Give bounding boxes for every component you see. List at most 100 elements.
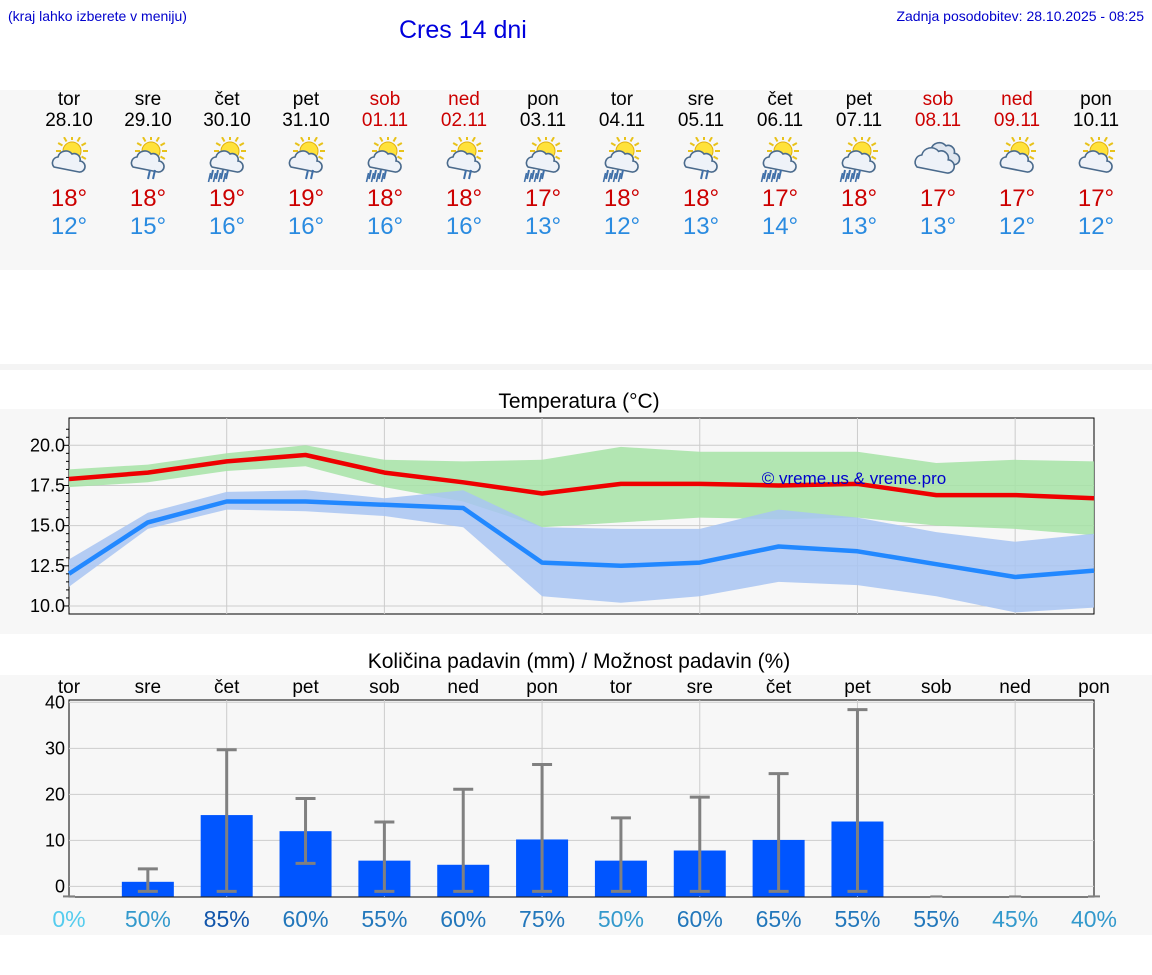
day-name: pet	[845, 89, 873, 110]
precipitation-probability: 75%	[519, 906, 565, 932]
min-temperature: 13°	[840, 213, 878, 240]
day-column: sob 08.11 17° 13°	[898, 90, 978, 241]
day-date: 31.10	[282, 110, 330, 131]
precipitation-probability: 60%	[440, 906, 486, 932]
sun-cloud-icon	[999, 137, 1036, 173]
min-temperature-range	[69, 490, 1094, 613]
day-date: 03.11	[519, 110, 567, 131]
min-temperature: 16°	[366, 213, 404, 240]
max-temperature: 18°	[682, 185, 720, 212]
precipitation-probability: 0%	[52, 906, 85, 932]
day-name: sob	[369, 89, 401, 110]
y-tick-label: 40	[45, 692, 65, 712]
min-temperature: 13°	[919, 213, 957, 240]
sun-cloud-light-rain-icon	[683, 137, 720, 180]
precipitation-day-label: pet	[844, 677, 871, 698]
temperature-chart-title: Temperatura (°C)	[498, 390, 659, 413]
day-name: sre	[134, 89, 162, 110]
y-tick-label: 10	[45, 830, 65, 850]
precipitation-probability: 50%	[125, 906, 171, 932]
day-date: 01.11	[361, 110, 409, 131]
sun-cloud-rain-icon	[207, 137, 246, 183]
day-date: 28.10	[45, 110, 93, 131]
min-temperature: 13°	[682, 213, 720, 240]
y-tick-label: 10.0	[30, 596, 65, 616]
cloudy-icon	[914, 141, 961, 174]
day-date: 05.11	[677, 110, 725, 131]
precipitation-probability: 55%	[913, 906, 959, 932]
min-temperature: 12°	[1077, 213, 1115, 240]
day-name: pon	[1080, 89, 1112, 110]
day-name: sre	[687, 89, 715, 110]
sun-cloud-rain-icon	[365, 137, 404, 183]
min-temperature: 13°	[524, 213, 562, 240]
day-column: čet 06.11 17° 14°	[740, 90, 820, 241]
y-tick-label: 15.0	[30, 516, 65, 536]
last-update: Zadnja posodobitev: 28.10.2025 - 08:25	[896, 8, 1144, 24]
precipitation-probability: 85%	[204, 906, 250, 932]
max-temperature: 18°	[366, 185, 404, 212]
sun-cloud-light-rain-icon	[288, 137, 325, 180]
precipitation-probability: 45%	[992, 906, 1038, 932]
y-tick-label: 20.0	[30, 435, 65, 455]
day-column: ned 02.11 18° 16°	[424, 90, 504, 241]
day-column: čet 30.10 19° 16°	[187, 90, 267, 241]
max-temperature: 17°	[524, 185, 562, 212]
precipitation-day-label: pon	[526, 677, 558, 698]
day-date: 09.11	[993, 110, 1041, 131]
precipitation-day-label: pet	[292, 677, 319, 698]
y-tick-label: 17.5	[30, 475, 65, 495]
max-temperature: 18°	[50, 185, 88, 212]
sun-cloud-rain-icon	[523, 137, 562, 183]
min-temperature: 16°	[287, 213, 325, 240]
day-date: 08.11	[914, 110, 962, 131]
sun-cloud-rain-icon	[602, 137, 641, 183]
sun-cloud-light-rain-icon	[446, 137, 483, 180]
precipitation-day-label: ned	[999, 677, 1031, 698]
precipitation-day-label: pon	[1078, 677, 1110, 698]
day-name: čet	[767, 89, 793, 110]
max-temperature: 17°	[998, 185, 1036, 212]
day-name: ned	[448, 89, 480, 110]
day-name: ned	[1001, 89, 1033, 110]
day-column: sre 05.11 18° 13°	[661, 90, 741, 241]
day-column: pet 31.10 19° 16°	[266, 90, 346, 241]
precipitation-probability: 65%	[756, 906, 802, 932]
day-name: tor	[610, 89, 634, 110]
forecast-panel	[0, 90, 1152, 270]
day-name: pet	[292, 89, 320, 110]
y-tick-label: 0	[55, 876, 65, 896]
precipitation-day-label: sob	[369, 677, 400, 698]
max-temperature: 19°	[287, 185, 325, 212]
day-column: pon 10.11 17° 12°	[1056, 90, 1136, 241]
day-date: 04.11	[598, 110, 646, 131]
day-column: pon 03.11 17° 13°	[503, 90, 583, 241]
sun-cloud-icon	[1078, 137, 1115, 173]
min-temperature: 12°	[603, 213, 641, 240]
day-column: tor 04.11 18° 12°	[582, 90, 662, 241]
day-date: 10.11	[1072, 110, 1120, 131]
precipitation-day-label: sob	[921, 677, 952, 698]
max-temperature: 18°	[840, 185, 878, 212]
max-temperature: 17°	[919, 185, 957, 212]
y-tick-label: 20	[45, 784, 65, 804]
day-column: ned 09.11 17° 12°	[977, 90, 1057, 241]
location-hint: (kraj lahko izberete v meniju)	[8, 8, 187, 24]
day-date: 06.11	[756, 110, 804, 131]
min-temperature: 16°	[445, 213, 483, 240]
sun-cloud-rain-icon	[839, 137, 878, 183]
sun-cloud-icon	[51, 137, 88, 173]
precipitation-day-label: čet	[214, 677, 240, 698]
sun-cloud-light-rain-icon	[130, 137, 167, 180]
day-name: čet	[214, 89, 240, 110]
precipitation-day-label: ned	[447, 677, 479, 698]
day-name: sob	[922, 89, 954, 110]
precipitation-day-label: sre	[687, 677, 713, 698]
precipitation-day-label: tor	[610, 677, 633, 698]
day-date: 30.10	[203, 110, 251, 131]
precipitation-probability: 40%	[1071, 906, 1117, 932]
max-temperature: 19°	[208, 185, 246, 212]
min-temperature-line	[67, 499, 1095, 580]
max-temperature: 18°	[603, 185, 641, 212]
